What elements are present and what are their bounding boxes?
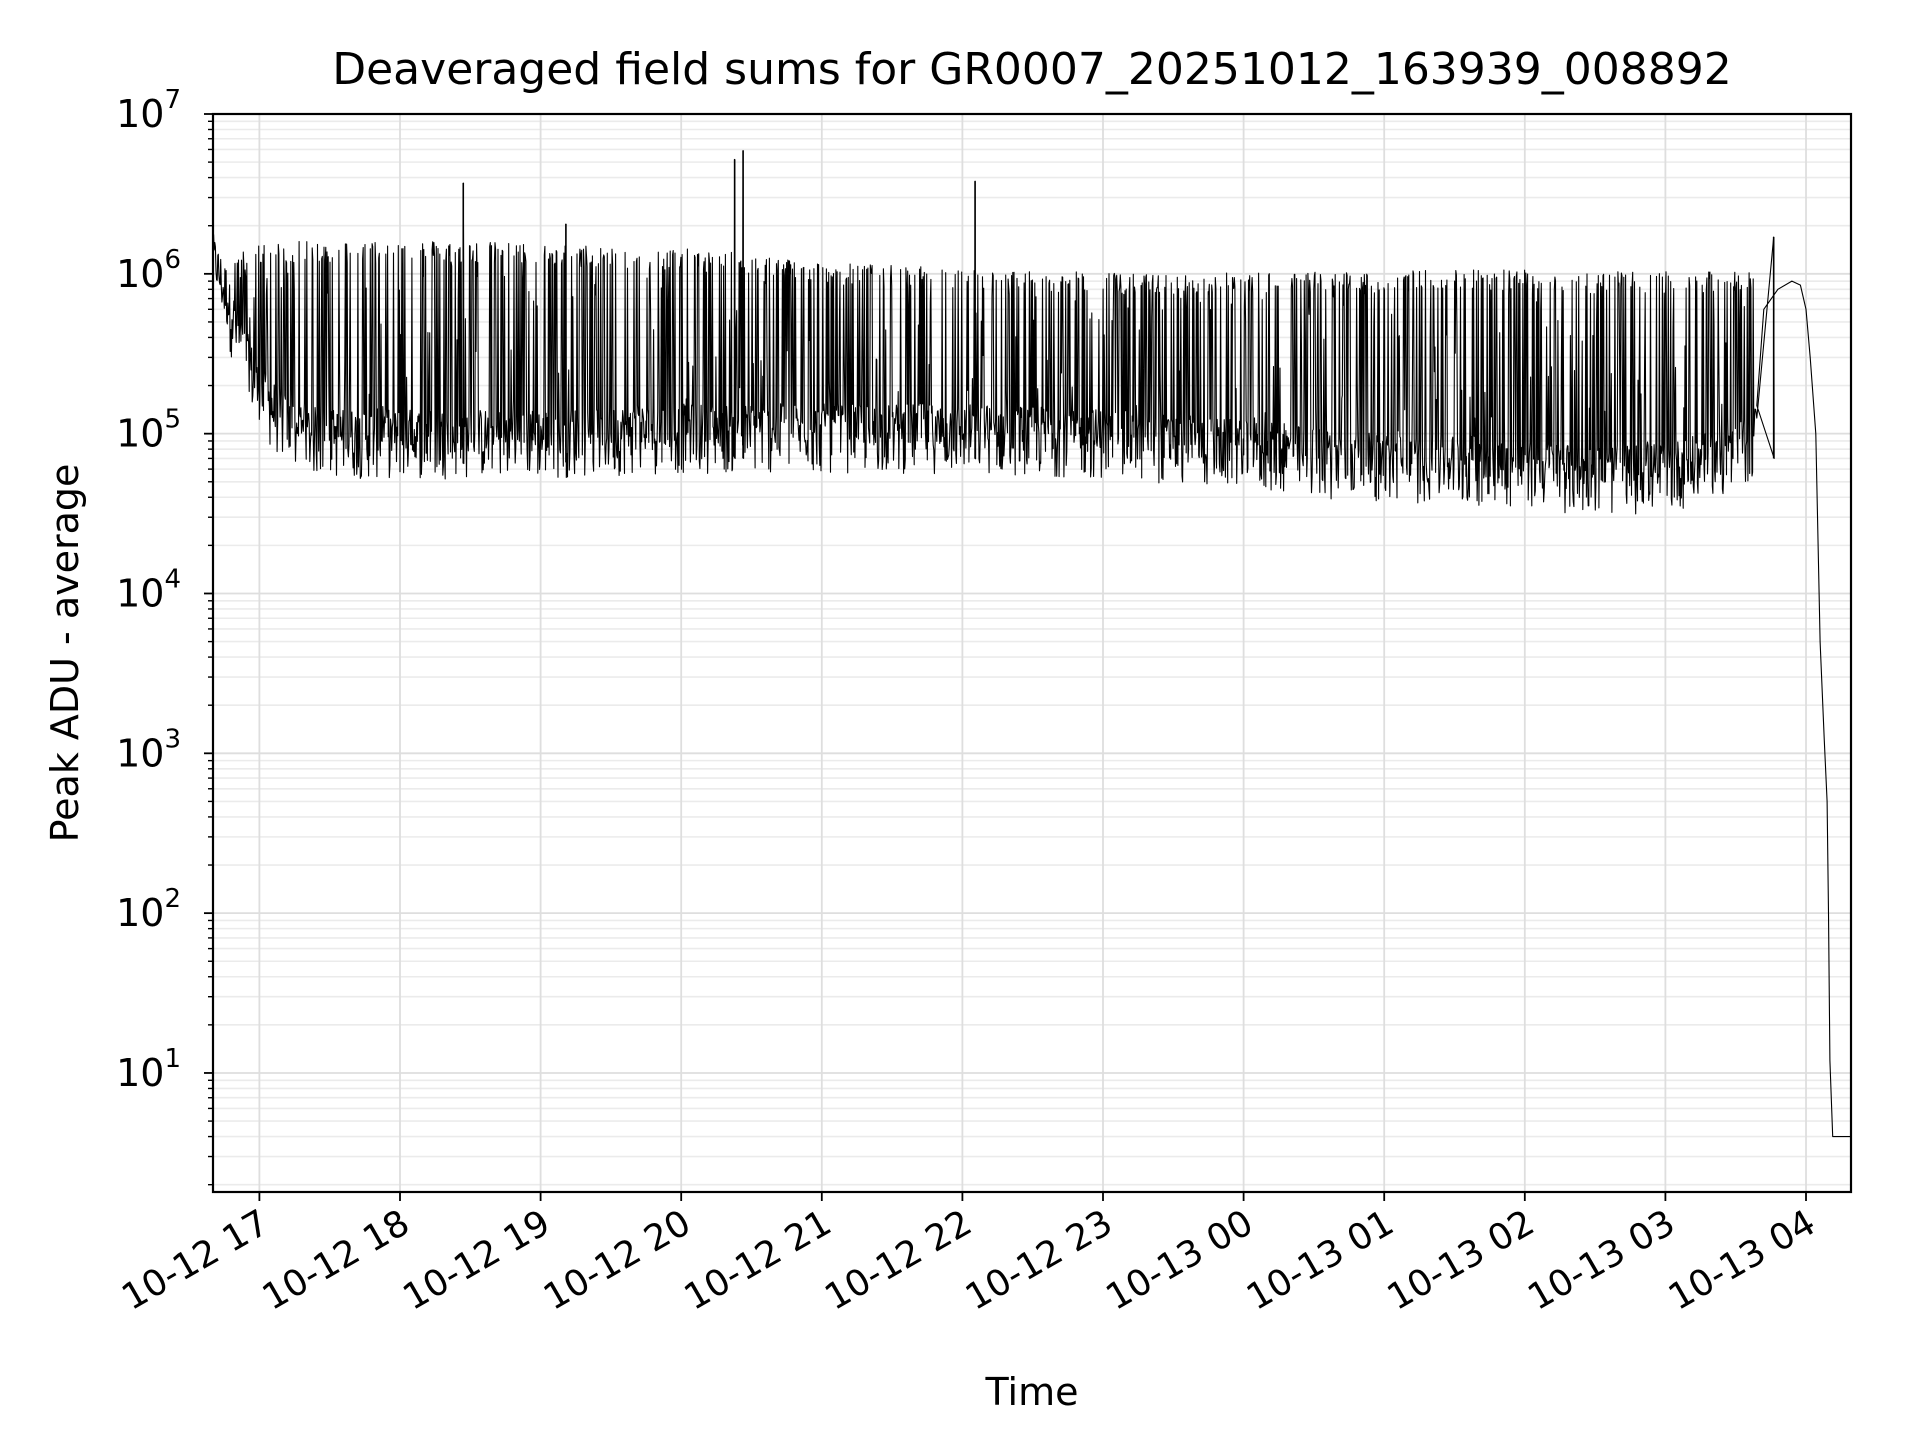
y-tick-label-exponent: 1	[164, 1044, 181, 1074]
y-tick-label: 107	[116, 85, 181, 136]
plot-frame	[211, 112, 1853, 1194]
y-tick-label-exponent: 4	[164, 564, 181, 594]
y-tick-label-base: 10	[116, 731, 164, 775]
y-tick-label-exponent: 5	[164, 405, 181, 435]
chart-title: Deaveraged field sums for GR0007_2025101…	[332, 44, 1732, 95]
y-axis-label: Peak ADU - average	[43, 464, 87, 843]
y-tick-label-base: 10	[116, 1051, 164, 1095]
y-tick-label: 105	[116, 405, 181, 456]
y-tick-label-base: 10	[116, 891, 164, 935]
y-tick-label-exponent: 6	[164, 245, 181, 275]
y-tick-label-base: 10	[116, 252, 164, 296]
y-tick-label-exponent: 7	[164, 85, 181, 115]
y-tick-label: 101	[116, 1044, 181, 1095]
y-tick-label: 104	[116, 564, 181, 615]
y-tick-label-base: 10	[116, 571, 164, 615]
series-trace	[213, 150, 1851, 1138]
y-tick-label-base: 10	[116, 412, 164, 456]
y-tick-label: 102	[116, 884, 181, 935]
y-tick-label: 106	[116, 245, 181, 296]
x-axis-label: Time	[985, 1370, 1079, 1414]
y-tick-label-exponent: 3	[164, 724, 181, 754]
series-line	[213, 150, 1851, 1138]
y-tick-label-exponent: 2	[164, 884, 181, 914]
y-tick-label: 103	[116, 724, 181, 775]
y-tick-label-base: 10	[116, 92, 164, 136]
